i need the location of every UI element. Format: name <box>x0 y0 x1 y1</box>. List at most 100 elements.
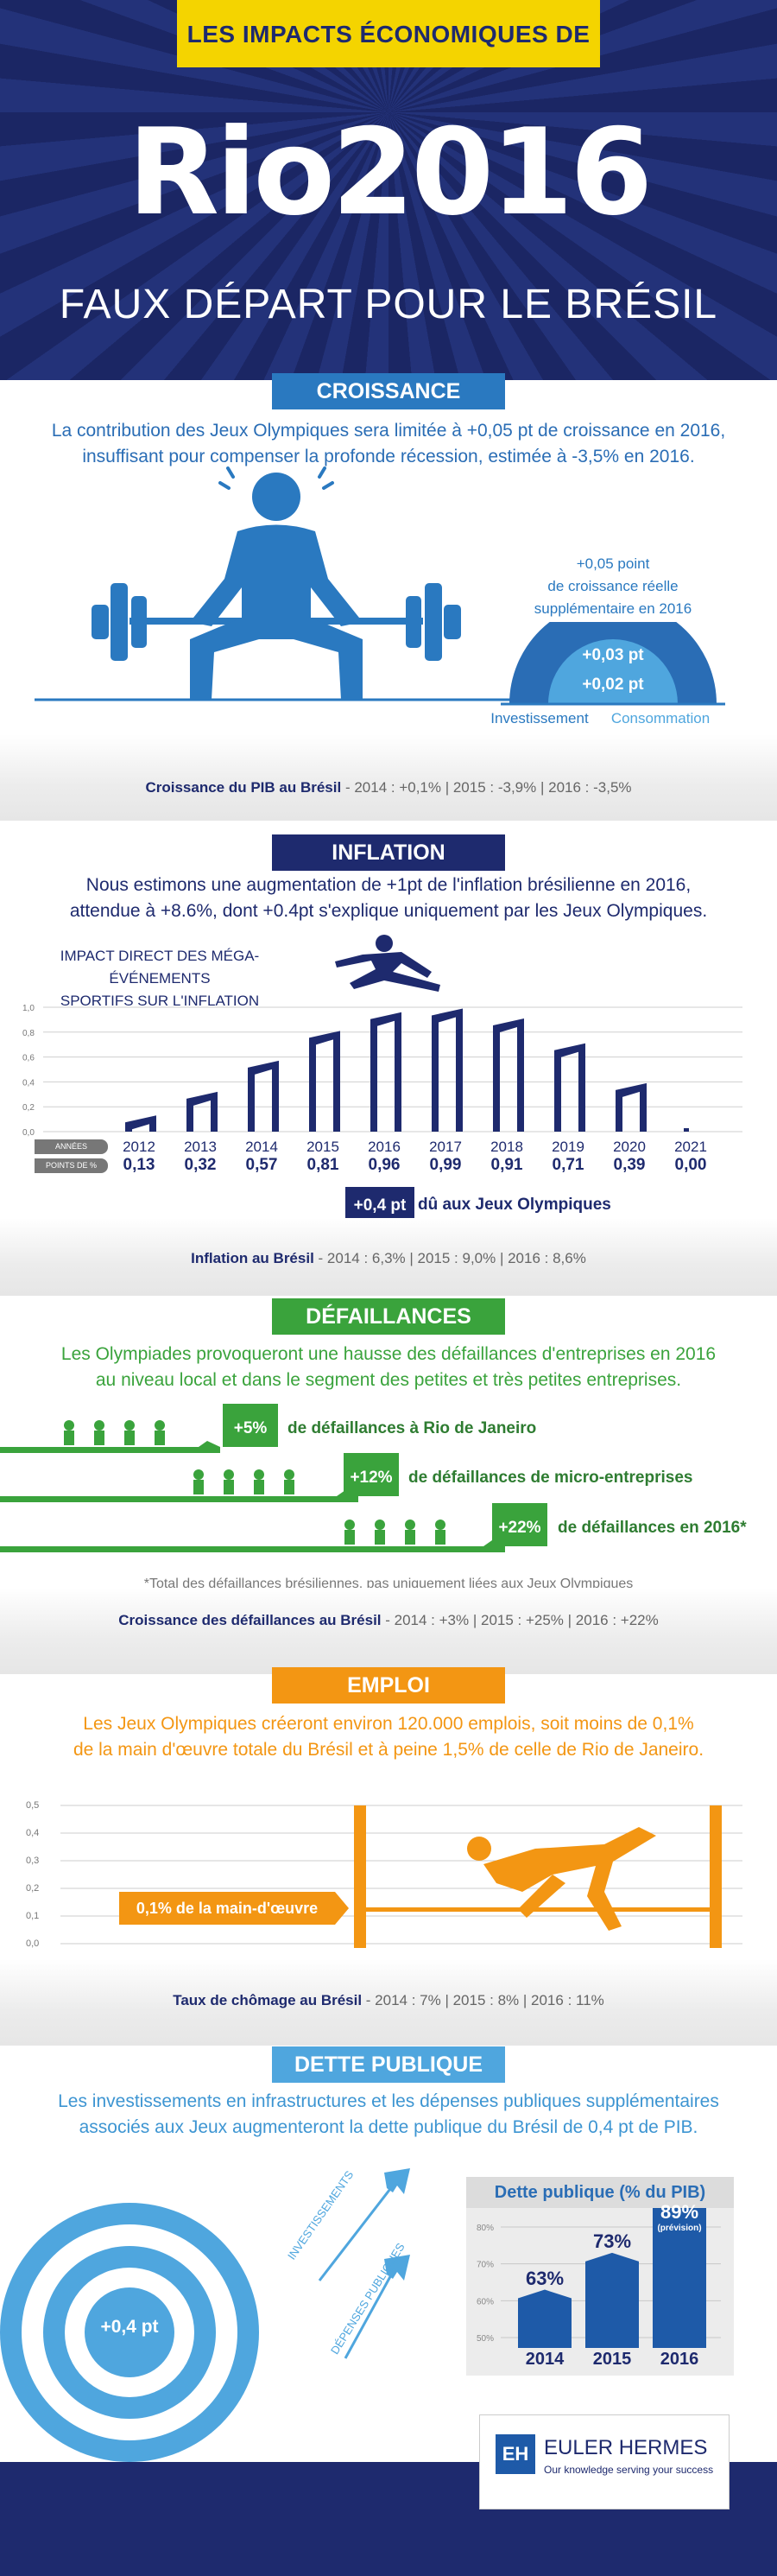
inflation-intro-line-2: attendue à +8.6%, dont +0.4pt s'explique… <box>69 901 708 921</box>
gauge-inner-value: +0,02 pt <box>582 676 644 694</box>
inflation-ytick: 0,8 <box>22 1029 35 1038</box>
emploi-ytick: 0,3 <box>26 1856 40 1866</box>
emploi-stats-band <box>0 1959 777 2046</box>
croissance-intro-line-2: insuffisant pour compenser la profonde r… <box>82 447 695 466</box>
inflation-value-label: 0,32 <box>184 1156 217 1174</box>
emploi-stats: Taux de chômage au Brésil - 2014 : 7% | … <box>0 1992 777 2009</box>
dette-intro-line-2: associés aux Jeux augmenteront la dette … <box>79 2117 698 2137</box>
inflation-callout-text: dû aux Jeux Olympiques <box>418 1196 611 1214</box>
target-label: +0,4 pt <box>100 2317 159 2337</box>
defaillances-footnote: *Total des défaillances brésiliennes, pa… <box>143 1577 634 1591</box>
debt-value-label: 73% <box>592 2230 632 2252</box>
inflation-value-label: 0,71 <box>552 1156 584 1174</box>
inflation-bar <box>186 1091 218 1132</box>
debt-ytick: 50% <box>477 2334 494 2344</box>
croissance-stats: Croissance du PIB au Brésil - 2014 : +0,… <box>0 779 777 796</box>
row-label-years: ANNÉES <box>35 1139 108 1154</box>
rio-2016-logo: Rio2016 <box>127 103 653 242</box>
inflation-year-label: 2018 <box>490 1139 523 1155</box>
debt-year-label: 2015 <box>592 2350 632 2369</box>
defaillance-badge-1: +5% <box>223 1404 278 1447</box>
hurdler-illustration <box>335 935 440 992</box>
defaillances-stats-band <box>0 1588 777 1674</box>
emploi-callout-arrow <box>335 1892 349 1925</box>
inflation-year-label: 2019 <box>552 1139 584 1155</box>
debt-chart: 80% 70% 60% 50% <box>477 2208 721 2348</box>
emploi-y-axis: 0,5 0,4 0,3 0,2 0,1 0,0 <box>26 1797 60 1963</box>
gauge-outer-value: +0,03 pt <box>582 646 644 664</box>
inflation-year-label: 2012 <box>123 1139 155 1155</box>
inflation-value-label: 0,81 <box>306 1156 339 1174</box>
debt-ytick: 80% <box>477 2224 494 2233</box>
debt-chart-title: Dette publique (% du PIB) <box>466 2177 734 2208</box>
legend-consommation: Consommation <box>610 710 711 726</box>
debt-year-label: 2014 <box>525 2350 565 2369</box>
emploi-callout: 0,1% de la main-d'œuvre <box>119 1892 335 1925</box>
defaillances-stats-label: Croissance des défaillances au Brésil <box>118 1612 382 1628</box>
debt-bar <box>653 2208 706 2348</box>
inflation-bar <box>493 1018 524 1132</box>
defaillance-badge-3: +22% <box>492 1503 547 1546</box>
inflation-bar <box>248 1060 279 1132</box>
growth-gauge <box>501 622 725 706</box>
brand-name: EULER HERMES <box>544 2436 708 2459</box>
inflation-bar <box>370 1012 401 1132</box>
inflation-bar <box>432 1008 463 1132</box>
inflation-year-label: 2015 <box>306 1139 339 1155</box>
target-illustration <box>0 2168 410 2462</box>
debt-bar <box>518 2289 572 2348</box>
defaillances-stats: Croissance des défaillances au Brésil - … <box>0 1612 777 1629</box>
inflation-year-label: 2013 <box>184 1139 217 1155</box>
inflation-year-label: 2016 <box>368 1139 401 1155</box>
brand-tagline: Our knowledge serving your success <box>544 2464 714 2476</box>
debt-note: (prévision) <box>657 2223 702 2233</box>
euler-hermes-logo: EH EULER HERMES Our knowledge serving yo… <box>479 2414 730 2509</box>
defaillance-label-2: de défaillances de micro-entreprises <box>408 1469 693 1487</box>
section-tag-dette: DETTE PUBLIQUE <box>272 2046 505 2083</box>
croissance-stats-label: Croissance du PIB au Brésil <box>145 779 342 796</box>
inflation-value-label: 0,00 <box>674 1156 707 1174</box>
eh-logo-mark: EH <box>496 2434 535 2474</box>
inflation-intro: Nous estimons une augmentation de +1pt d… <box>0 872 777 924</box>
inflation-year-label: 2021 <box>674 1139 707 1155</box>
row-label-points: POINTS DE % <box>35 1158 108 1173</box>
inflation-value-label: 0,99 <box>429 1156 462 1174</box>
rowing-illustration <box>0 1420 505 1552</box>
gauge-caption-line-3: supplémentaire en 2016 <box>534 600 692 617</box>
emploi-intro: Les Jeux Olympiques créeront environ 120… <box>0 1711 777 1763</box>
section-tag-croissance: CROISSANCE <box>272 373 505 409</box>
defaillance-badge-2: +12% <box>344 1453 399 1496</box>
emploi-ytick: 0,2 <box>26 1883 40 1894</box>
inflation-chart-title: IMPACT DIRECT DES MÉGA-ÉVÉNEMENTS SPORTI… <box>35 945 285 1012</box>
emploi-stats-values: - 2014 : 7% | 2015 : 8% | 2016 : 11% <box>362 1992 604 2008</box>
debt-value-label: 63% <box>525 2267 565 2289</box>
croissance-intro: La contribution des Jeux Olympiques sera… <box>0 418 777 470</box>
inflation-intro-line-1: Nous estimons une augmentation de +1pt d… <box>85 875 692 895</box>
dette-intro: Les investissements en infrastructures e… <box>0 2089 777 2141</box>
inflation-bar <box>309 1031 340 1132</box>
defaillances-intro-line-2: au niveau local et dans le segment des p… <box>95 1370 682 1390</box>
inflation-ytick: 1,0 <box>22 1004 35 1013</box>
inflation-bar <box>554 1043 585 1132</box>
inflation-bar <box>125 1115 156 1132</box>
inflation-value-label: 0,39 <box>613 1156 646 1174</box>
banner-text: LES IMPACTS ÉCONOMIQUES DE <box>186 21 591 48</box>
inflation-chart-title-line-1: IMPACT DIRECT DES MÉGA-ÉVÉNEMENTS <box>60 948 260 987</box>
defaillances-stats-values: - 2014 : +3% | 2015 : +25% | 2016 : +22% <box>381 1612 659 1628</box>
emploi-ytick: 0,4 <box>26 1828 40 1838</box>
debt-bar <box>585 2252 639 2348</box>
inflation-year-label: 2017 <box>429 1139 462 1155</box>
inflation-ytick: 0,4 <box>22 1078 35 1088</box>
gauge-caption: +0,05 point de croissance réelle supplém… <box>492 553 734 620</box>
section-tag-defaillances: DÉFAILLANCES <box>272 1298 505 1335</box>
inflation-ytick: 0,2 <box>22 1103 35 1113</box>
defaillances-intro: Les Olympiades provoqueront une hausse d… <box>0 1342 777 1393</box>
section-tag-inflation: INFLATION <box>272 834 505 871</box>
weightlifter-illustration <box>35 466 518 701</box>
gauge-caption-line-2: de croissance réelle <box>547 578 679 594</box>
header-banner: LES IMPACTS ÉCONOMIQUES DE <box>177 0 600 67</box>
section-tag-emploi: EMPLOI <box>272 1667 505 1704</box>
legend-investissement: Investissement <box>490 710 589 726</box>
croissance-intro-line-1: La contribution des Jeux Olympiques sera… <box>51 421 726 441</box>
inflation-ytick: 0,0 <box>22 1128 35 1138</box>
